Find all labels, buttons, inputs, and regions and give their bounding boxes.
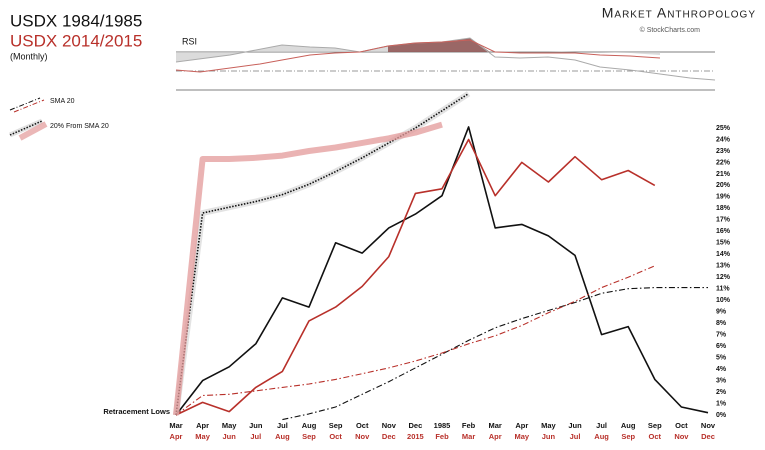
y-tick-label: 3% [716, 377, 727, 384]
title-2014: USDX 2014/2015 [10, 31, 142, 50]
y-tick-label: 10% [716, 297, 731, 304]
legend-label: SMA 20 [50, 98, 75, 105]
legend-icon [18, 121, 48, 141]
y-tick-label: 1% [716, 400, 727, 407]
x-tick-label-2: Nov [355, 432, 370, 441]
x-tick-label-2: Feb [435, 432, 449, 441]
series-line [175, 92, 470, 416]
x-tick-label: Oct [675, 421, 688, 430]
series-line [175, 138, 656, 416]
x-tick-label-2: Dec [701, 432, 715, 441]
x-tick-label: Aug [302, 421, 317, 430]
x-tick-label: May [541, 421, 556, 430]
y-tick-label: 15% [716, 240, 731, 247]
x-tick-label-2: May [515, 432, 530, 441]
y-tick-label: 12% [716, 274, 731, 281]
x-tick-label-2: Jun [542, 432, 556, 441]
y-tick-label: 4% [716, 366, 727, 373]
y-tick-label: 7% [716, 331, 727, 338]
y-tick-label: 8% [716, 320, 727, 327]
rsi-label: RSI [182, 36, 197, 46]
y-tick-label: 5% [716, 354, 727, 361]
x-tick-label: Sep [329, 421, 343, 430]
x-tick-label-2: May [195, 432, 210, 441]
x-tick-label-2: Dec [382, 432, 396, 441]
y-tick-label: 23% [716, 148, 731, 155]
x-tick-label: Sep [648, 421, 662, 430]
x-tick-label: May [222, 421, 237, 430]
y-tick-label: 14% [716, 251, 731, 258]
brand: Market Anthropology [602, 5, 756, 21]
x-tick-label-2: Jul [570, 432, 581, 441]
y-tick-label: 2% [716, 389, 727, 396]
x-tick-label-2: Mar [462, 432, 475, 441]
y-tick-label: 22% [716, 159, 731, 166]
x-tick-label: Aug [621, 421, 636, 430]
x-tick-label: Jul [596, 421, 607, 430]
x-tick-label: Mar [169, 421, 182, 430]
x-tick-label-2: Apr [170, 432, 183, 441]
y-tick-label: 11% [716, 286, 730, 293]
y-tick-label: 25% [716, 125, 731, 132]
y-tick-label: 6% [716, 343, 727, 350]
y-tick-label: 18% [716, 205, 731, 212]
y-tick-label: 24% [716, 136, 731, 143]
x-tick-label-2: Aug [594, 432, 609, 441]
x-tick-label-2: Oct [329, 432, 342, 441]
x-tick-label: Mar [489, 421, 502, 430]
x-tick-label: Oct [356, 421, 369, 430]
x-tick-label-2: Aug [275, 432, 290, 441]
series-line [282, 287, 708, 421]
x-tick-label: Nov [382, 421, 397, 430]
x-tick-label-2: 2015 [407, 432, 424, 441]
x-tick-label-2: Jun [223, 432, 237, 441]
x-tick-label-2: Apr [489, 432, 502, 441]
x-tick-label: Jul [277, 421, 288, 430]
y-tick-label: 19% [716, 194, 731, 201]
y-tick-label: 0% [716, 412, 727, 419]
legend-label: 20% From SMA 20 [50, 123, 109, 130]
y-tick-label: 21% [716, 171, 731, 178]
x-tick-label: Nov [701, 421, 716, 430]
y-tick-label: 20% [716, 182, 731, 189]
y-tick-label: 16% [716, 228, 731, 235]
x-tick-label: Apr [196, 421, 209, 430]
y-tick-label: 13% [716, 263, 731, 270]
legend-icon [8, 118, 44, 138]
legend-icon [9, 97, 41, 111]
credit: © StockCharts.com [640, 26, 701, 34]
series-line [173, 121, 443, 416]
x-tick-label: Jun [249, 421, 263, 430]
x-tick-label-2: Jul [250, 432, 261, 441]
rsi-panel [175, 37, 716, 91]
x-tick-label-2: Oct [649, 432, 662, 441]
x-tick-label: Apr [515, 421, 528, 430]
series-line [173, 91, 471, 416]
x-tick-label: Jun [568, 421, 582, 430]
x-tick-label: Feb [462, 421, 476, 430]
series-line [175, 126, 709, 416]
x-tick-label-2: Sep [621, 432, 635, 441]
x-tick-label: 1985 [434, 421, 451, 430]
x-tick-label-2: Nov [674, 432, 689, 441]
title-1984: USDX 1984/1985 [10, 11, 142, 30]
legend-icon [13, 99, 45, 113]
x-tick-label-2: Sep [302, 432, 316, 441]
y-tick-label: 17% [716, 217, 731, 224]
y-tick-label: 9% [716, 309, 727, 316]
subtitle: (Monthly) [10, 51, 48, 61]
annotation: Retracement Lows [103, 407, 170, 416]
x-tick-label: Dec [409, 421, 423, 430]
series-line [175, 265, 656, 416]
